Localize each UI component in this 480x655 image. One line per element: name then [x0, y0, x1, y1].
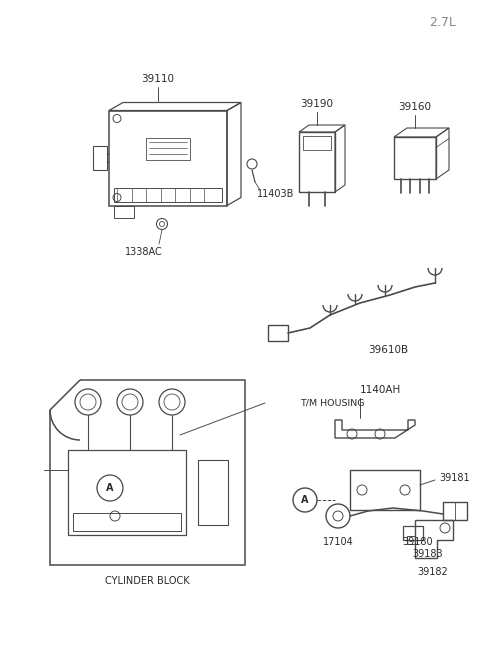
Bar — [268, 325, 288, 341]
Bar — [443, 502, 467, 520]
Text: 39110: 39110 — [142, 73, 175, 83]
Text: 1338AC: 1338AC — [125, 247, 163, 257]
Text: CYLINDER BLOCK: CYLINDER BLOCK — [105, 576, 190, 586]
Bar — [403, 526, 423, 540]
Text: 39183: 39183 — [413, 549, 444, 559]
Bar — [303, 136, 331, 150]
Text: 17104: 17104 — [323, 537, 353, 547]
Text: A: A — [106, 483, 114, 493]
Bar — [109, 111, 227, 206]
Text: 39182: 39182 — [418, 567, 448, 577]
Bar — [68, 450, 186, 535]
Bar — [114, 187, 222, 202]
Text: 1140AH: 1140AH — [360, 385, 401, 395]
Text: 39180: 39180 — [403, 537, 433, 547]
Bar — [350, 470, 420, 510]
Bar — [407, 536, 415, 544]
Text: 39181: 39181 — [440, 473, 470, 483]
Text: A: A — [301, 495, 309, 505]
Bar — [93, 146, 107, 170]
Bar — [146, 138, 190, 160]
Text: 39190: 39190 — [300, 99, 334, 109]
Text: 2.7L: 2.7L — [430, 16, 456, 29]
Text: 11403B: 11403B — [257, 189, 295, 199]
Text: 39160: 39160 — [398, 102, 432, 112]
Bar — [394, 137, 436, 179]
Bar — [198, 460, 228, 525]
Text: T/M HOUSING: T/M HOUSING — [300, 398, 364, 407]
Bar — [73, 513, 181, 531]
Bar — [299, 132, 335, 192]
Bar — [114, 206, 134, 217]
Text: 39610B: 39610B — [368, 345, 408, 355]
